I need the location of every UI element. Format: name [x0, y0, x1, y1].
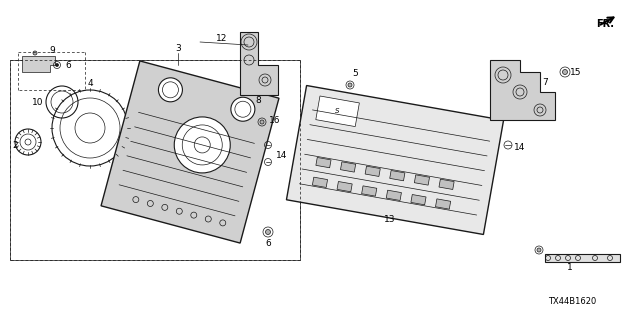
Polygon shape: [316, 157, 331, 168]
Polygon shape: [362, 186, 377, 196]
Text: 16: 16: [269, 116, 281, 124]
Circle shape: [563, 69, 568, 75]
Polygon shape: [490, 60, 555, 120]
Bar: [545, 254, 620, 262]
Text: 9: 9: [49, 45, 55, 54]
Text: 5: 5: [352, 68, 358, 77]
Text: 2: 2: [12, 140, 18, 149]
Text: 1: 1: [567, 263, 573, 273]
Text: 10: 10: [32, 98, 44, 107]
Text: FR.: FR.: [596, 19, 614, 29]
Circle shape: [348, 83, 352, 87]
Polygon shape: [312, 177, 328, 188]
Text: 6: 6: [265, 238, 271, 247]
Polygon shape: [414, 175, 429, 185]
Polygon shape: [22, 56, 55, 72]
Circle shape: [33, 51, 37, 55]
Text: 7: 7: [542, 77, 548, 86]
Polygon shape: [340, 162, 356, 172]
Circle shape: [537, 248, 541, 252]
Text: 12: 12: [216, 34, 228, 43]
Polygon shape: [337, 181, 352, 192]
Polygon shape: [101, 61, 279, 243]
Text: 15: 15: [570, 68, 582, 76]
Polygon shape: [287, 85, 504, 235]
Circle shape: [56, 63, 58, 67]
Polygon shape: [439, 179, 454, 189]
Text: 3: 3: [175, 44, 181, 52]
Circle shape: [231, 97, 255, 121]
Polygon shape: [365, 166, 380, 176]
Text: 6: 6: [65, 60, 71, 69]
Polygon shape: [435, 199, 451, 209]
Text: TX44B1620: TX44B1620: [548, 298, 596, 307]
Text: 4: 4: [87, 78, 93, 87]
Circle shape: [25, 139, 31, 145]
Polygon shape: [387, 190, 401, 201]
Polygon shape: [411, 195, 426, 205]
Text: 13: 13: [384, 215, 396, 225]
Circle shape: [260, 120, 264, 124]
Circle shape: [266, 229, 271, 235]
Text: 14: 14: [276, 150, 288, 159]
Text: 14: 14: [515, 142, 525, 151]
Circle shape: [174, 117, 230, 173]
Polygon shape: [316, 96, 360, 127]
Polygon shape: [240, 32, 278, 95]
Text: 8: 8: [255, 95, 261, 105]
Circle shape: [159, 78, 182, 102]
Polygon shape: [390, 171, 405, 181]
Text: S: S: [335, 108, 340, 114]
